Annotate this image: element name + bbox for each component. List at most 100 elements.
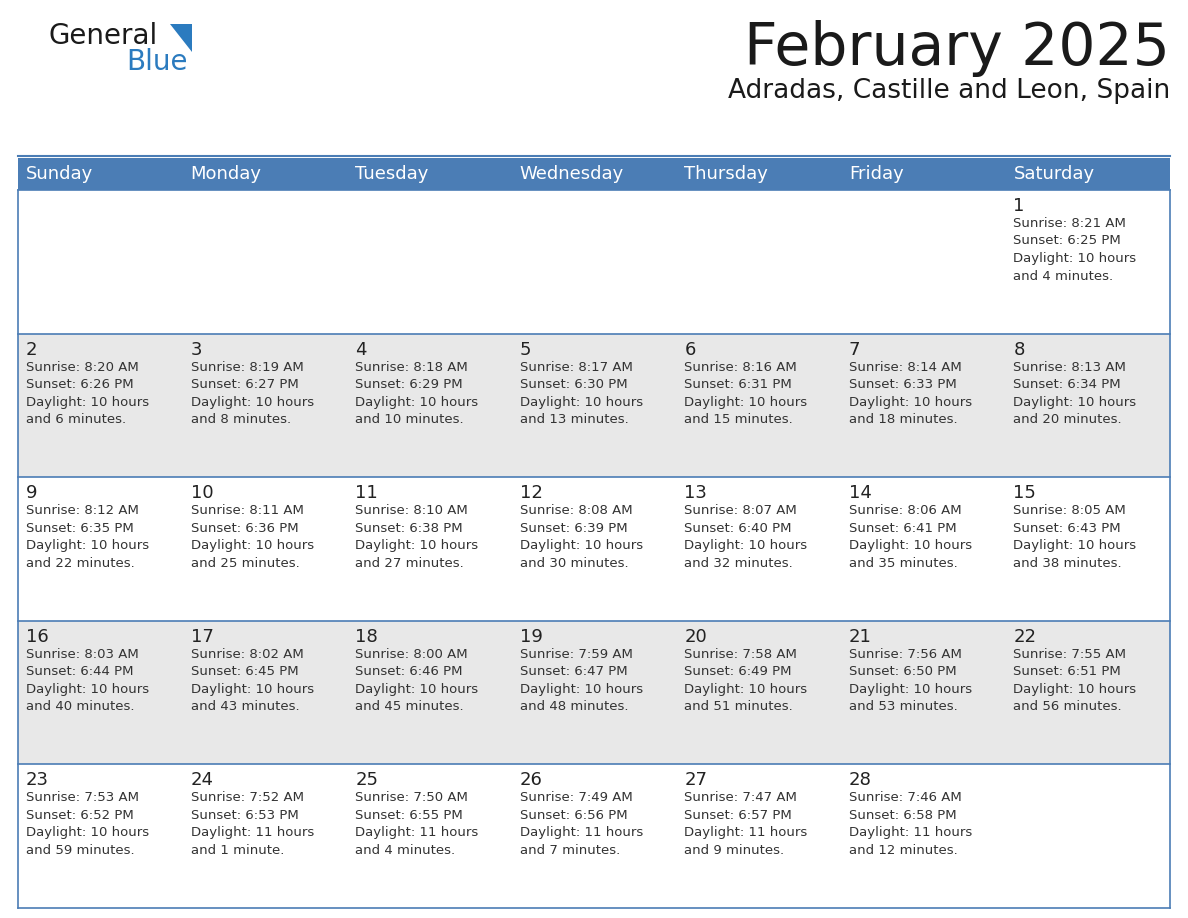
Text: Thursday: Thursday — [684, 165, 769, 183]
Text: Sunrise: 8:16 AM
Sunset: 6:31 PM
Daylight: 10 hours
and 15 minutes.: Sunrise: 8:16 AM Sunset: 6:31 PM Dayligh… — [684, 361, 808, 426]
Text: 13: 13 — [684, 484, 707, 502]
Text: Sunday: Sunday — [26, 165, 93, 183]
Bar — [841, 477, 1005, 621]
Text: Sunrise: 7:59 AM
Sunset: 6:47 PM
Daylight: 10 hours
and 48 minutes.: Sunrise: 7:59 AM Sunset: 6:47 PM Dayligh… — [519, 648, 643, 713]
Text: Sunrise: 7:55 AM
Sunset: 6:51 PM
Daylight: 10 hours
and 56 minutes.: Sunrise: 7:55 AM Sunset: 6:51 PM Dayligh… — [1013, 648, 1137, 713]
Bar — [183, 158, 347, 190]
Text: Sunrise: 8:08 AM
Sunset: 6:39 PM
Daylight: 10 hours
and 30 minutes.: Sunrise: 8:08 AM Sunset: 6:39 PM Dayligh… — [519, 504, 643, 570]
Text: 11: 11 — [355, 484, 378, 502]
Bar — [676, 333, 841, 477]
Text: 27: 27 — [684, 771, 707, 789]
Bar — [676, 765, 841, 908]
Text: 3: 3 — [190, 341, 202, 359]
Text: Sunrise: 8:05 AM
Sunset: 6:43 PM
Daylight: 10 hours
and 38 minutes.: Sunrise: 8:05 AM Sunset: 6:43 PM Dayligh… — [1013, 504, 1137, 570]
Bar — [1005, 765, 1170, 908]
Text: General: General — [48, 22, 157, 50]
Text: Saturday: Saturday — [1013, 165, 1094, 183]
Text: 16: 16 — [26, 628, 49, 645]
Text: Sunrise: 7:49 AM
Sunset: 6:56 PM
Daylight: 11 hours
and 7 minutes.: Sunrise: 7:49 AM Sunset: 6:56 PM Dayligh… — [519, 791, 643, 856]
Text: Sunrise: 8:00 AM
Sunset: 6:46 PM
Daylight: 10 hours
and 45 minutes.: Sunrise: 8:00 AM Sunset: 6:46 PM Dayligh… — [355, 648, 479, 713]
Text: 23: 23 — [26, 771, 49, 789]
Text: Sunrise: 8:06 AM
Sunset: 6:41 PM
Daylight: 10 hours
and 35 minutes.: Sunrise: 8:06 AM Sunset: 6:41 PM Dayligh… — [849, 504, 972, 570]
Text: 28: 28 — [849, 771, 872, 789]
Text: Sunrise: 8:10 AM
Sunset: 6:38 PM
Daylight: 10 hours
and 27 minutes.: Sunrise: 8:10 AM Sunset: 6:38 PM Dayligh… — [355, 504, 479, 570]
Text: Sunrise: 7:47 AM
Sunset: 6:57 PM
Daylight: 11 hours
and 9 minutes.: Sunrise: 7:47 AM Sunset: 6:57 PM Dayligh… — [684, 791, 808, 856]
Text: February 2025: February 2025 — [744, 20, 1170, 77]
Bar — [18, 333, 183, 477]
Bar — [841, 190, 1005, 333]
Bar — [1005, 158, 1170, 190]
Text: 18: 18 — [355, 628, 378, 645]
Text: Adradas, Castille and Leon, Spain: Adradas, Castille and Leon, Spain — [728, 78, 1170, 104]
Bar — [347, 621, 512, 765]
Text: Sunrise: 7:56 AM
Sunset: 6:50 PM
Daylight: 10 hours
and 53 minutes.: Sunrise: 7:56 AM Sunset: 6:50 PM Dayligh… — [849, 648, 972, 713]
Bar — [676, 158, 841, 190]
Text: Wednesday: Wednesday — [519, 165, 624, 183]
Text: 26: 26 — [519, 771, 543, 789]
Text: 4: 4 — [355, 341, 367, 359]
Polygon shape — [170, 24, 192, 52]
Text: Sunrise: 7:52 AM
Sunset: 6:53 PM
Daylight: 11 hours
and 1 minute.: Sunrise: 7:52 AM Sunset: 6:53 PM Dayligh… — [190, 791, 314, 856]
Text: 10: 10 — [190, 484, 213, 502]
Text: 14: 14 — [849, 484, 872, 502]
Text: 9: 9 — [26, 484, 38, 502]
Bar — [841, 765, 1005, 908]
Text: 15: 15 — [1013, 484, 1036, 502]
Bar — [1005, 477, 1170, 621]
Text: 21: 21 — [849, 628, 872, 645]
Bar — [18, 765, 183, 908]
Text: Sunrise: 8:20 AM
Sunset: 6:26 PM
Daylight: 10 hours
and 6 minutes.: Sunrise: 8:20 AM Sunset: 6:26 PM Dayligh… — [26, 361, 150, 426]
Bar — [347, 190, 512, 333]
Text: 2: 2 — [26, 341, 38, 359]
Bar — [676, 477, 841, 621]
Text: Sunrise: 8:12 AM
Sunset: 6:35 PM
Daylight: 10 hours
and 22 minutes.: Sunrise: 8:12 AM Sunset: 6:35 PM Dayligh… — [26, 504, 150, 570]
Text: Sunrise: 8:17 AM
Sunset: 6:30 PM
Daylight: 10 hours
and 13 minutes.: Sunrise: 8:17 AM Sunset: 6:30 PM Dayligh… — [519, 361, 643, 426]
Bar — [1005, 190, 1170, 333]
Text: Sunrise: 7:50 AM
Sunset: 6:55 PM
Daylight: 11 hours
and 4 minutes.: Sunrise: 7:50 AM Sunset: 6:55 PM Dayligh… — [355, 791, 479, 856]
Text: Sunrise: 8:11 AM
Sunset: 6:36 PM
Daylight: 10 hours
and 25 minutes.: Sunrise: 8:11 AM Sunset: 6:36 PM Dayligh… — [190, 504, 314, 570]
Bar — [512, 190, 676, 333]
Text: 6: 6 — [684, 341, 696, 359]
Bar — [676, 190, 841, 333]
Text: Sunrise: 8:18 AM
Sunset: 6:29 PM
Daylight: 10 hours
and 10 minutes.: Sunrise: 8:18 AM Sunset: 6:29 PM Dayligh… — [355, 361, 479, 426]
Bar — [18, 190, 183, 333]
Bar — [512, 765, 676, 908]
Bar — [1005, 333, 1170, 477]
Bar — [183, 333, 347, 477]
Text: Sunrise: 8:02 AM
Sunset: 6:45 PM
Daylight: 10 hours
and 43 minutes.: Sunrise: 8:02 AM Sunset: 6:45 PM Dayligh… — [190, 648, 314, 713]
Text: 8: 8 — [1013, 341, 1025, 359]
Bar — [18, 621, 183, 765]
Text: Monday: Monday — [190, 165, 261, 183]
Bar — [512, 621, 676, 765]
Text: 12: 12 — [519, 484, 543, 502]
Text: Sunrise: 8:14 AM
Sunset: 6:33 PM
Daylight: 10 hours
and 18 minutes.: Sunrise: 8:14 AM Sunset: 6:33 PM Dayligh… — [849, 361, 972, 426]
Bar — [18, 477, 183, 621]
Text: Sunrise: 7:58 AM
Sunset: 6:49 PM
Daylight: 10 hours
and 51 minutes.: Sunrise: 7:58 AM Sunset: 6:49 PM Dayligh… — [684, 648, 808, 713]
Text: Sunrise: 7:46 AM
Sunset: 6:58 PM
Daylight: 11 hours
and 12 minutes.: Sunrise: 7:46 AM Sunset: 6:58 PM Dayligh… — [849, 791, 972, 856]
Bar — [1005, 621, 1170, 765]
Bar — [512, 158, 676, 190]
Bar — [183, 765, 347, 908]
Text: 25: 25 — [355, 771, 378, 789]
Text: Sunrise: 8:21 AM
Sunset: 6:25 PM
Daylight: 10 hours
and 4 minutes.: Sunrise: 8:21 AM Sunset: 6:25 PM Dayligh… — [1013, 217, 1137, 283]
Bar — [183, 477, 347, 621]
Bar — [841, 621, 1005, 765]
Text: Sunrise: 7:53 AM
Sunset: 6:52 PM
Daylight: 10 hours
and 59 minutes.: Sunrise: 7:53 AM Sunset: 6:52 PM Dayligh… — [26, 791, 150, 856]
Bar — [841, 333, 1005, 477]
Bar — [841, 158, 1005, 190]
Bar — [512, 333, 676, 477]
Bar — [347, 765, 512, 908]
Bar — [512, 477, 676, 621]
Text: Sunrise: 8:07 AM
Sunset: 6:40 PM
Daylight: 10 hours
and 32 minutes.: Sunrise: 8:07 AM Sunset: 6:40 PM Dayligh… — [684, 504, 808, 570]
Text: Blue: Blue — [126, 48, 188, 76]
Text: 20: 20 — [684, 628, 707, 645]
Text: 1: 1 — [1013, 197, 1025, 215]
Text: 5: 5 — [519, 341, 531, 359]
Text: 7: 7 — [849, 341, 860, 359]
Text: 17: 17 — [190, 628, 214, 645]
Text: Sunrise: 8:03 AM
Sunset: 6:44 PM
Daylight: 10 hours
and 40 minutes.: Sunrise: 8:03 AM Sunset: 6:44 PM Dayligh… — [26, 648, 150, 713]
Bar — [183, 190, 347, 333]
Bar — [347, 333, 512, 477]
Text: Tuesday: Tuesday — [355, 165, 429, 183]
Text: Sunrise: 8:19 AM
Sunset: 6:27 PM
Daylight: 10 hours
and 8 minutes.: Sunrise: 8:19 AM Sunset: 6:27 PM Dayligh… — [190, 361, 314, 426]
